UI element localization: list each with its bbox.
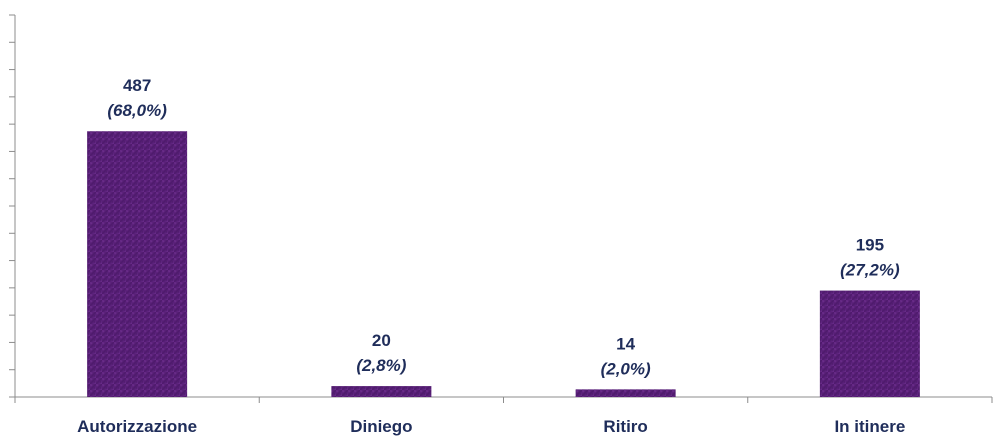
bar-percent-label: (68,0%) xyxy=(107,101,167,120)
bar-value-label: 487 xyxy=(123,76,151,95)
bar-percent-label: (2,0%) xyxy=(601,359,651,378)
bar-percent-label: (27,2%) xyxy=(840,261,900,280)
x-tick-label: In itinere xyxy=(834,417,905,436)
bar-autorizzazione xyxy=(87,131,188,398)
bars xyxy=(87,131,920,398)
bar-value-label: 195 xyxy=(856,236,884,255)
bar-percent-label: (2,8%) xyxy=(356,356,406,375)
bar-diniego xyxy=(331,386,432,397)
labels: 487 (68,0%) Autorizzazione 20 (2,8%) Diniego 1… xyxy=(77,76,905,436)
x-tick-label: Diniego xyxy=(350,417,412,436)
bar-value-label: 20 xyxy=(372,331,391,350)
bar-value-label: 14 xyxy=(616,334,635,353)
x-tick-label: Ritiro xyxy=(603,417,647,436)
bar-ritiro xyxy=(575,389,676,397)
bar-in-itinere xyxy=(819,290,920,397)
x-tick-label: Autorizzazione xyxy=(77,417,197,436)
